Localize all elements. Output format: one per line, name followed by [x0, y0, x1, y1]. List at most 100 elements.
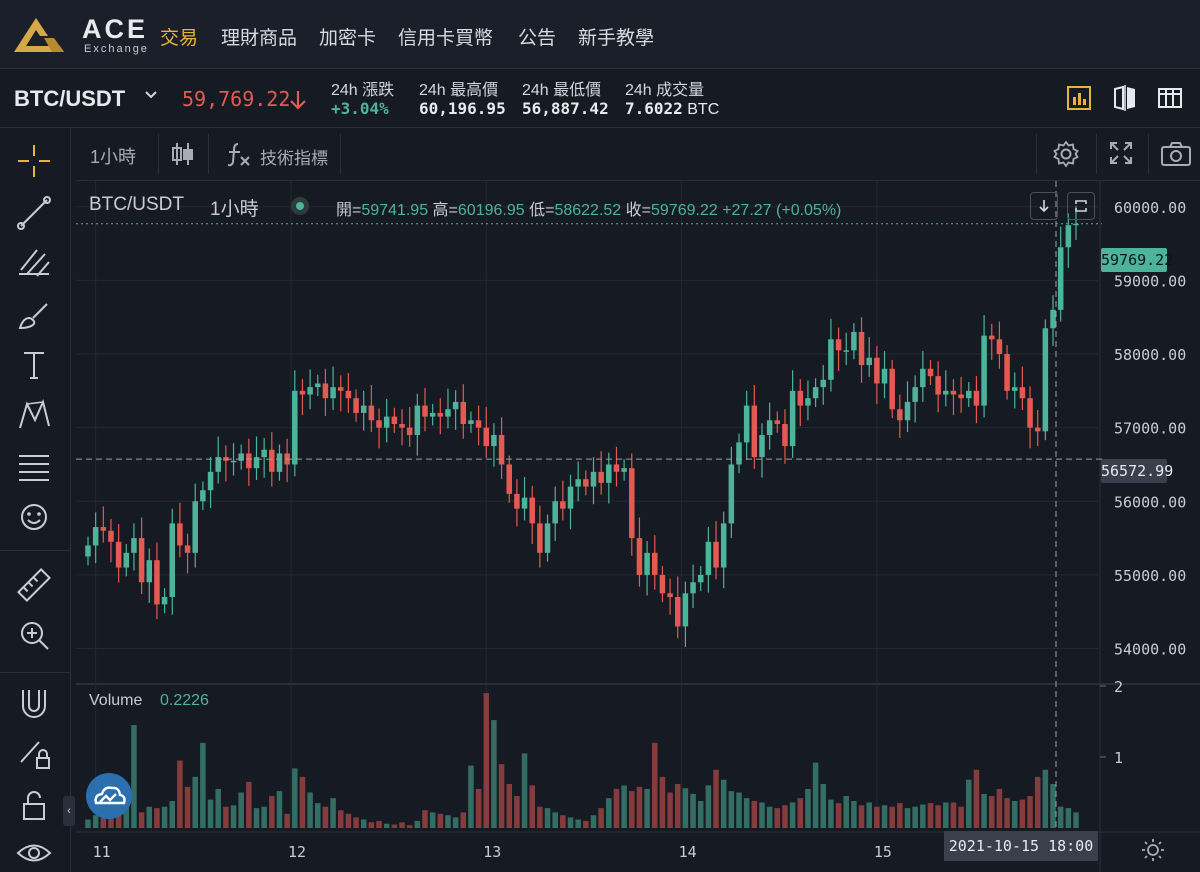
volume-bar — [330, 798, 336, 828]
reset-icon — [1075, 200, 1087, 212]
chart-view-icon[interactable] — [1066, 85, 1092, 111]
floating-cloud-button[interactable] — [86, 773, 132, 819]
settings-gear-icon[interactable] — [1052, 140, 1080, 168]
candle-body — [943, 390, 949, 395]
eye-icon[interactable] — [15, 834, 53, 872]
toolbar-divider — [0, 550, 70, 551]
volume-bar — [514, 796, 520, 828]
arrow-down-icon — [290, 91, 306, 110]
price-chart[interactable]: 60000.00 59000.00 58000.00 57000.00 56000.00… — [76, 181, 1200, 872]
pitchfork-icon[interactable] — [15, 244, 53, 282]
reset-chart-button[interactable] — [1067, 192, 1095, 220]
candle-body — [253, 457, 260, 469]
volume-bar — [422, 810, 428, 828]
collapse-toolbar-button[interactable]: ‹ — [63, 796, 75, 826]
volume-bar — [728, 791, 735, 828]
magnet-icon[interactable] — [15, 684, 53, 722]
volume-bar — [1057, 806, 1064, 828]
fibonacci-icon[interactable] — [15, 448, 53, 486]
volume-bar — [261, 806, 267, 828]
emoji-icon[interactable] — [15, 498, 53, 536]
trend-line-icon[interactable] — [15, 194, 53, 232]
interval-button[interactable]: 1小時 — [90, 147, 137, 167]
candle-body — [751, 405, 758, 458]
brush-icon[interactable] — [15, 296, 53, 334]
text-tool-icon[interactable] — [15, 346, 53, 384]
lock-drawing-icon[interactable] — [15, 734, 53, 772]
candle-body — [766, 420, 773, 436]
volume-bar — [92, 815, 99, 828]
candlestick-type-icon[interactable] — [170, 140, 194, 168]
candle-body — [391, 416, 398, 424]
candle-body — [774, 420, 781, 424]
nav-item-trade[interactable]: 交易 — [160, 28, 199, 49]
candle-body — [713, 541, 719, 568]
candle-body — [92, 527, 99, 546]
candle-body — [981, 335, 987, 406]
candle-body — [874, 357, 880, 384]
volume-bar — [820, 783, 827, 828]
volume-bar — [629, 791, 635, 828]
chevron-down-icon[interactable] — [143, 87, 159, 103]
candle-body — [789, 390, 796, 447]
candle-body — [161, 597, 168, 605]
unlock-icon[interactable] — [15, 786, 53, 824]
candle-body — [1019, 387, 1026, 399]
price-tick-label: 56000.00 — [1114, 493, 1186, 511]
pair-selector[interactable]: BTC/USDT — [14, 86, 126, 111]
candle-body — [904, 401, 911, 421]
price-axis: 60000.00 59000.00 58000.00 57000.00 56000.00… — [1114, 199, 1186, 659]
fullscreen-icon[interactable] — [1108, 140, 1134, 166]
high-value: 60,196.95 — [419, 99, 506, 118]
candle-body — [697, 574, 704, 583]
volume-bar — [866, 802, 872, 828]
crosshair-icon[interactable] — [15, 142, 53, 180]
indicators-button[interactable]: 技術指標 — [260, 149, 328, 168]
volume-bar — [943, 802, 949, 828]
candle-body — [828, 339, 834, 380]
volume-bar — [238, 792, 244, 828]
candle-body — [958, 394, 964, 399]
theme-toggle-icon[interactable] — [1141, 838, 1165, 862]
volume-axis: 21 — [1100, 678, 1123, 767]
zoom-in-icon[interactable] — [15, 616, 53, 654]
nav-item-tutorial[interactable]: 新手教學 — [578, 28, 655, 49]
candle-body — [299, 390, 306, 395]
candle-body — [246, 453, 252, 469]
nav-item-wealth-products[interactable]: 理財商品 — [221, 28, 298, 49]
volume-bar — [828, 799, 834, 828]
scroll-to-latest-button[interactable] — [1030, 192, 1058, 220]
candle-body — [590, 471, 597, 487]
candle-body — [575, 479, 581, 487]
nav-item-announcements[interactable]: 公告 — [518, 28, 557, 49]
volume-bar — [544, 808, 551, 828]
ace-logo-icon — [14, 18, 64, 52]
price-tick-label: 55000.00 — [1114, 567, 1186, 585]
camera-icon[interactable] — [1160, 140, 1192, 168]
price-tick-label: 54000.00 — [1114, 641, 1186, 659]
volume-bar — [1073, 812, 1079, 828]
candle-body — [315, 383, 321, 388]
volume-bar — [537, 806, 543, 828]
function-icon[interactable] — [226, 140, 252, 168]
columns-layout-icon[interactable] — [1157, 85, 1183, 111]
volume-bar — [246, 781, 252, 828]
candle-body — [276, 453, 283, 472]
ace-exchange-logo[interactable]: ACE Exchange — [14, 14, 174, 58]
volume-bar — [874, 806, 880, 828]
candle-body — [736, 442, 742, 465]
nav-item-crypto-card[interactable]: 加密卡 — [319, 28, 377, 49]
crosshair-price-badge: 56572.99 — [1101, 459, 1173, 483]
volume-bar — [981, 793, 987, 828]
ruler-icon[interactable] — [15, 566, 53, 604]
volume-bar — [1004, 798, 1010, 828]
candle-body — [636, 538, 643, 575]
volume-bar — [123, 803, 130, 828]
pattern-tool-icon[interactable] — [15, 396, 53, 434]
volume-bar — [1019, 799, 1026, 828]
volume-bar — [276, 791, 283, 828]
nav-item-credit-card-buy[interactable]: 信用卡買幣 — [398, 28, 494, 49]
candle-body — [996, 339, 1003, 355]
split-layout-icon[interactable] — [1112, 85, 1138, 111]
volume-bar — [437, 813, 444, 828]
